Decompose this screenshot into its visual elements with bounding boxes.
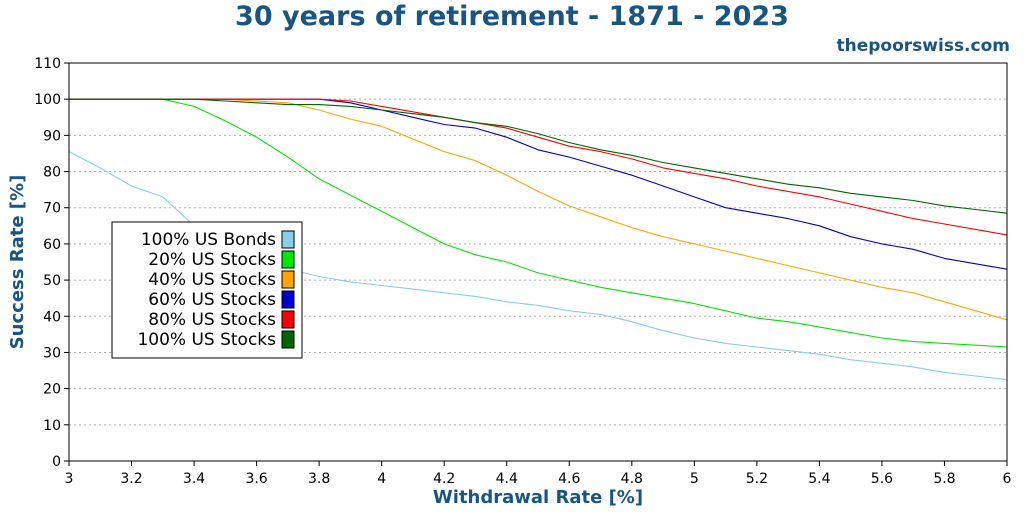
x-tick-label: 6	[1003, 471, 1012, 487]
y-tick-label: 70	[43, 201, 61, 217]
x-tick-label: 5.6	[871, 471, 893, 487]
y-tick-label: 60	[43, 237, 61, 253]
legend-swatch	[281, 330, 295, 349]
x-tick-label: 5.2	[746, 471, 768, 487]
series-line-4	[69, 98, 1008, 236]
legend-swatch	[281, 250, 295, 269]
y-tick-label: 110	[34, 56, 61, 72]
legend-label: 20% US Stocks	[148, 250, 276, 270]
x-tick-label: 3.8	[308, 471, 330, 487]
legend-swatch	[281, 270, 295, 289]
legend-swatch	[281, 290, 295, 309]
plot-frame	[68, 62, 1008, 462]
legend-label: 100% US Bonds	[141, 230, 276, 250]
watermark: thepoorswiss.com	[836, 36, 1011, 56]
series-line-1	[69, 98, 1008, 348]
y-tick-label: 20	[43, 382, 61, 398]
legend-swatch	[281, 310, 295, 329]
x-tick-label: 5.4	[808, 471, 830, 487]
series-lines	[68, 98, 1008, 381]
series-line-5	[69, 98, 1008, 214]
y-tick-label: 0	[52, 454, 61, 470]
chart-title: 30 years of retirement - 1871 - 2023	[235, 1, 789, 32]
y-tick-label: 100	[34, 92, 61, 108]
y-tick-label: 30	[43, 345, 61, 361]
y-tick-label: 50	[43, 273, 61, 289]
legend-label: 60% US Stocks	[148, 290, 276, 310]
y-tick-label: 90	[43, 128, 61, 144]
x-tick-label: 4.6	[558, 471, 580, 487]
x-tick-label: 5	[690, 471, 699, 487]
y-axis-title: Success Rate [%]	[7, 175, 28, 350]
x-tick-label: 4.4	[496, 471, 518, 487]
legend-box	[111, 221, 303, 359]
x-tick-label: 5.8	[933, 471, 955, 487]
legend-label: 100% US Stocks	[137, 330, 276, 350]
y-tick-label: 80	[43, 165, 61, 181]
x-axis: 3 3.2 3.4 3.6 3.8 4 4.2 4.4 4.6 4.8 5 5.2 5.4 5.6 5.8 6	[65, 461, 1012, 487]
x-axis-title: Withdrawal Rate [%]	[433, 487, 643, 508]
x-tick-label: 3	[65, 471, 74, 487]
legend-label: 40% US Stocks	[148, 270, 276, 290]
y-tick-label: 10	[43, 418, 61, 434]
y-axis: 0 10 20 30 40 50 60 70 80 90 100 110	[34, 56, 69, 470]
x-tick-label: 3.6	[245, 471, 267, 487]
x-tick-label: 4.2	[433, 471, 455, 487]
y-tick-label: 40	[43, 309, 61, 325]
legend-swatch	[281, 230, 295, 249]
x-tick-label: 3.2	[120, 471, 142, 487]
x-tick-label: 4	[377, 471, 386, 487]
x-tick-label: 3.4	[183, 471, 205, 487]
legend-label: 80% US Stocks	[148, 310, 276, 330]
x-tick-label: 4.8	[621, 471, 643, 487]
